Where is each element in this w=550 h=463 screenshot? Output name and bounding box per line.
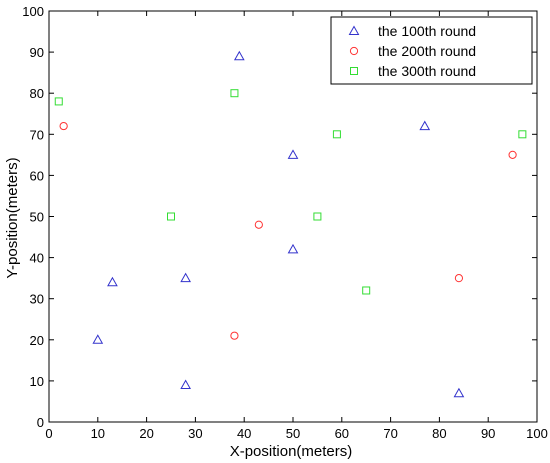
data-points xyxy=(54,50,527,398)
data-point-square xyxy=(54,97,63,106)
legend-label: the 100th round xyxy=(378,23,476,39)
legend-marker-triangle xyxy=(348,25,360,35)
y-tick-label: 40 xyxy=(30,251,44,266)
y-tick-label: 90 xyxy=(30,45,44,60)
legend-box xyxy=(330,16,533,85)
data-point-square xyxy=(518,130,527,139)
data-point-triangle xyxy=(107,276,118,287)
data-point-square xyxy=(230,89,239,98)
data-point-circle xyxy=(230,331,239,340)
data-point-triangle xyxy=(233,50,245,61)
data-point-triangle xyxy=(180,272,191,283)
data-point-circle xyxy=(254,220,263,229)
x-axis-title: X-position(meters) xyxy=(230,443,353,460)
data-point-circle xyxy=(454,274,464,283)
legend-label: the 200th round xyxy=(378,43,476,59)
y-tick-label: 80 xyxy=(30,86,44,101)
x-tick-label: 40 xyxy=(237,426,251,441)
axis-ticks: 0 10 20 30 40 50 60 70 80 90 100 0 10 20 30 40 50 60 70 80 9… xyxy=(22,4,548,441)
y-axis-title: Y-position(meters) xyxy=(4,157,21,278)
x-tick-label: 90 xyxy=(481,426,495,441)
data-point-circle xyxy=(59,121,68,131)
x-tick-label: 30 xyxy=(188,426,202,441)
y-tick-label: 60 xyxy=(30,168,44,183)
x-tick-label: 20 xyxy=(139,426,153,441)
x-tick-label: 70 xyxy=(383,426,397,441)
y-tick-label: 70 xyxy=(30,127,44,142)
legend-marker-circle xyxy=(349,46,359,56)
data-point-square xyxy=(332,130,341,139)
y-tick-label: 20 xyxy=(30,333,44,348)
data-point-triangle xyxy=(287,243,299,254)
x-tick-label: 100 xyxy=(526,426,548,441)
legend: the 100th round the 200th round the 300th … xyxy=(330,16,533,85)
data-point-square xyxy=(362,286,371,295)
x-tick-label: 10 xyxy=(91,426,105,441)
data-point-square xyxy=(313,212,322,221)
x-tick-label: 60 xyxy=(335,426,349,441)
y-tick-label: 10 xyxy=(30,374,44,389)
y-tick-label: 100 xyxy=(22,4,44,19)
data-point-triangle xyxy=(180,379,191,390)
y-tick-label: 50 xyxy=(30,210,44,225)
x-tick-label: 0 xyxy=(45,426,52,441)
legend-label: the 300th round xyxy=(378,63,476,79)
y-tick-label: 30 xyxy=(30,292,44,307)
legend-marker-square xyxy=(350,67,358,75)
data-point-triangle xyxy=(419,120,431,131)
y-tick-label: 0 xyxy=(37,415,44,430)
data-point-square xyxy=(167,212,175,221)
x-tick-label: 80 xyxy=(432,426,446,441)
data-point-triangle xyxy=(453,387,465,398)
data-point-triangle xyxy=(92,334,104,344)
data-point-triangle xyxy=(287,149,299,159)
x-tick-label: 50 xyxy=(286,426,300,441)
data-point-circle xyxy=(508,150,517,159)
